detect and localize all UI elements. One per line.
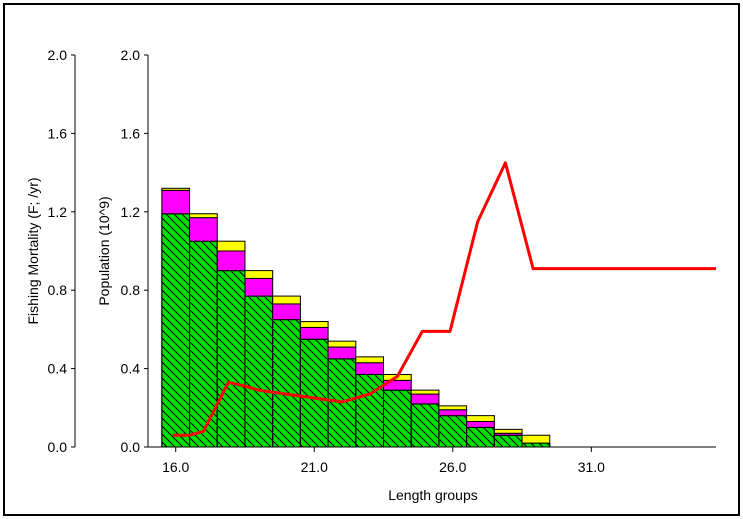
y-right-axis-title: Population (10^9) bbox=[96, 196, 112, 305]
y-left-tick-label: 0.4 bbox=[48, 361, 68, 377]
fishing-mortality-line bbox=[172, 161, 716, 437]
bar-hatch-series-1 bbox=[244, 295, 274, 448]
y-left-tick-label: 1.2 bbox=[48, 204, 68, 220]
y-left-axis-title: Fishing Mortality (F; /yr) bbox=[25, 177, 41, 324]
bar-segment-series-2 bbox=[244, 277, 274, 297]
bar-segment-series-2 bbox=[189, 217, 218, 242]
bar-segment-series-3 bbox=[244, 270, 274, 279]
y-right-tick-label: 0.0 bbox=[121, 439, 141, 455]
x-axis-title: Length groups bbox=[388, 487, 478, 503]
bar-hatch-series-1 bbox=[438, 415, 468, 448]
y-right-tick-label: 1.2 bbox=[121, 204, 141, 220]
bar-segment-series-2 bbox=[355, 362, 385, 375]
bar-segment-series-3 bbox=[466, 415, 495, 423]
x-tick-label: 21.0 bbox=[301, 459, 328, 475]
y-right-tick-label: 1.6 bbox=[121, 125, 141, 141]
y-right-tick-label: 0.4 bbox=[121, 361, 141, 377]
bar-hatch-series-1 bbox=[272, 319, 301, 448]
bar-segment-series-3 bbox=[327, 340, 357, 348]
bar-segment-series-2 bbox=[272, 303, 301, 321]
bar-segment-series-3 bbox=[161, 187, 191, 191]
bar-segment-series-3 bbox=[438, 405, 468, 411]
bar-segment-series-2 bbox=[161, 189, 191, 215]
bar-segment-series-3 bbox=[216, 240, 246, 252]
bar-segment-series-3 bbox=[521, 434, 551, 444]
bar-segment-series-2 bbox=[327, 346, 357, 360]
bar-segment-series-2 bbox=[438, 409, 468, 417]
x-tick-label: 16.0 bbox=[162, 459, 189, 475]
bar-hatch-series-1 bbox=[189, 240, 218, 448]
y-right-tick-label: 2.0 bbox=[121, 47, 141, 63]
y-left-tick-label: 0.8 bbox=[48, 282, 68, 298]
bar-segment-series-2 bbox=[216, 250, 246, 272]
bar-segment-series-3 bbox=[493, 428, 523, 434]
bar-hatch-series-1 bbox=[216, 270, 246, 448]
bar-hatch-series-1 bbox=[299, 338, 329, 448]
bar-segment-series-2 bbox=[410, 393, 440, 405]
bar-segment-series-3 bbox=[355, 356, 385, 364]
bar-segment-series-3 bbox=[299, 321, 329, 328]
bar-hatch-series-1 bbox=[355, 373, 385, 448]
bar-segment-series-3 bbox=[410, 389, 440, 395]
x-tick-label: 26.0 bbox=[439, 459, 466, 475]
y-left-tick-label: 2.0 bbox=[48, 47, 68, 63]
bar-hatch-series-1 bbox=[410, 403, 440, 448]
bar-hatch-series-1 bbox=[493, 434, 523, 448]
x-tick-label: 31.0 bbox=[578, 459, 605, 475]
bar-segment-series-3 bbox=[272, 295, 301, 305]
bar-hatch-series-1 bbox=[466, 426, 495, 448]
bar-hatch-series-1 bbox=[161, 213, 191, 448]
y-left-tick-label: 0.0 bbox=[48, 439, 68, 455]
bar-segment-series-3 bbox=[189, 213, 218, 219]
bar-segment-series-2 bbox=[299, 326, 329, 340]
y-left-tick-label: 1.6 bbox=[48, 125, 68, 141]
bar-hatch-series-1 bbox=[521, 442, 551, 448]
bar-hatch-series-1 bbox=[383, 389, 412, 448]
y-right-tick-label: 0.8 bbox=[121, 282, 141, 298]
bar-segment-series-2 bbox=[466, 421, 495, 428]
